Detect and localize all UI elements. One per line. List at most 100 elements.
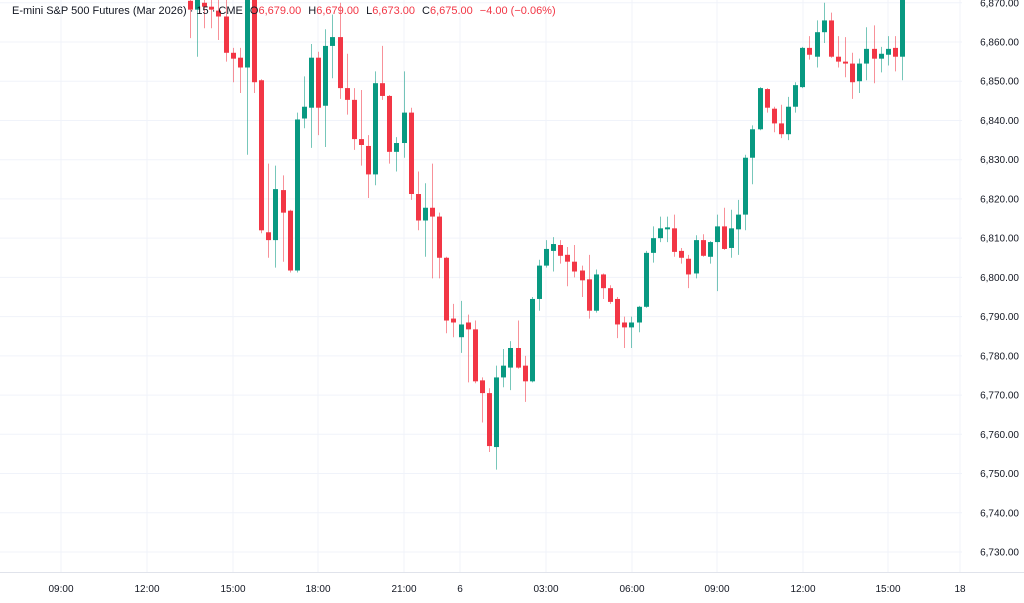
candle-down[interactable] [772,106,777,133]
candle-up[interactable] [637,305,642,333]
candle-down[interactable] [231,47,236,83]
candle-up[interactable] [651,226,656,263]
candle-up[interactable] [708,241,713,264]
candle-up[interactable] [694,235,699,279]
candle-down[interactable] [580,265,585,297]
candle-up[interactable] [879,46,884,73]
candle-down[interactable] [487,388,492,452]
candle-up[interactable] [665,216,670,243]
candle-down[interactable] [316,51,321,136]
candle-down[interactable] [366,135,371,198]
candle-up[interactable] [658,216,663,243]
candle-down[interactable] [409,107,414,200]
price-axis[interactable]: 6,870.00 6,860.00 6,850.00 6,840.00 6,830.00… [980,0,1019,558]
candle-up[interactable] [273,165,278,268]
candle-down[interactable] [779,104,784,139]
candle-up[interactable] [815,20,820,68]
candle-up[interactable] [537,259,542,311]
candle-up[interactable] [644,250,649,308]
candle-up[interactable] [423,183,428,257]
candle-down[interactable] [622,316,627,348]
candle-down[interactable] [266,163,271,258]
candle-up[interactable] [530,296,535,383]
candle-up[interactable] [786,96,791,141]
candle-up[interactable] [857,58,862,93]
candle-up[interactable] [302,76,307,129]
candle-down[interactable] [259,79,264,234]
candle-down[interactable] [238,47,243,93]
candle-down[interactable] [587,254,592,319]
candle-up[interactable] [822,2,827,43]
candle-down[interactable] [601,273,606,299]
candle-down[interactable] [281,175,286,262]
candle-up[interactable] [195,0,200,57]
candle-up[interactable] [330,14,335,79]
candle-down[interactable] [224,0,229,62]
candle-down[interactable] [216,0,221,41]
candle-up[interactable] [295,112,300,273]
candle-down[interactable] [387,94,392,164]
candle-down[interactable] [338,2,343,99]
candle-up[interactable] [459,300,464,353]
candle-up[interactable] [736,199,741,255]
candle-up[interactable] [373,71,378,186]
candle-up[interactable] [793,82,798,113]
candle-down[interactable] [516,320,521,369]
candle-up[interactable] [886,36,891,66]
candle-up[interactable] [729,209,734,258]
candle-up[interactable] [629,316,634,348]
candle-down[interactable] [202,0,207,29]
candle-up[interactable] [551,237,556,272]
candle-down[interactable] [444,256,449,334]
candle-down[interactable] [558,240,563,264]
candle-up[interactable] [402,71,407,158]
candle-down[interactable] [565,246,570,287]
candle-down[interactable] [701,234,706,257]
candle-down[interactable] [466,314,471,383]
candle-down[interactable] [359,90,364,166]
candle-up[interactable] [864,27,869,81]
candle-down[interactable] [686,254,691,289]
candle-down[interactable] [829,12,834,58]
symbol-title[interactable]: E-mini S&P 500 Futures (Mar 2026) · 15 ·… [12,5,243,17]
candle-down[interactable] [807,36,812,60]
time-axis[interactable]: 09:00 12:00 15:00 18:00 21:00 6 03:00 06:00 09:0… [0,572,1024,596]
candle-down[interactable] [615,296,620,339]
candle-down[interactable] [765,88,770,113]
candle-up[interactable] [743,154,748,231]
candle-down[interactable] [352,88,357,150]
candle-up[interactable] [544,240,549,268]
candle-down[interactable] [252,0,257,93]
candle-down[interactable] [872,25,877,84]
candle-down[interactable] [843,37,848,78]
candle-up[interactable] [323,29,328,147]
candle-down[interactable] [480,377,485,423]
candle-up[interactable] [508,341,513,391]
candle-down[interactable] [188,0,193,39]
candle-down[interactable] [288,209,293,273]
candle-down[interactable] [608,285,613,304]
candle-down[interactable] [209,0,214,29]
candle-up[interactable] [394,137,399,172]
candle-down[interactable] [572,245,577,278]
candle-up[interactable] [900,0,905,81]
candle-down[interactable] [473,320,478,384]
candle-up[interactable] [494,365,499,470]
candle-up[interactable] [245,0,250,155]
candle-down[interactable] [850,52,855,99]
candle-down[interactable] [416,171,421,231]
candle-up[interactable] [758,87,763,131]
candle-down[interactable] [722,207,727,250]
candle-down[interactable] [451,303,456,338]
candle-down[interactable] [430,163,435,279]
candle-down[interactable] [380,45,385,100]
candle-down[interactable] [679,247,684,264]
candle-up[interactable] [309,43,314,148]
candle-up[interactable] [594,269,599,313]
candle-down[interactable] [836,36,841,68]
candle-up[interactable] [800,46,805,89]
candle-up[interactable] [715,214,720,292]
candle-down[interactable] [437,212,442,279]
candle-down[interactable] [345,53,350,115]
